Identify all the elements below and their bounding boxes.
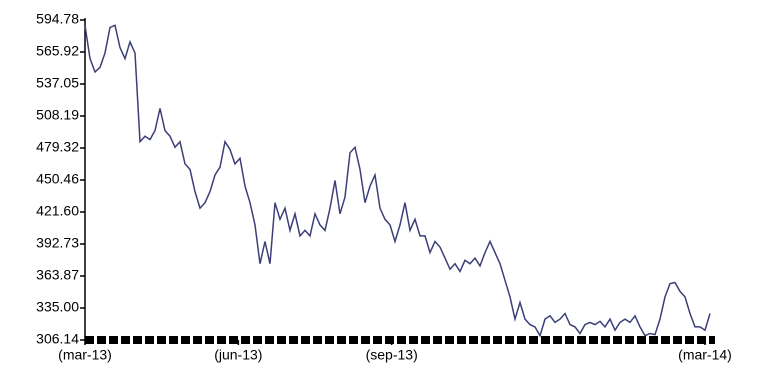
- line: [84, 24, 711, 338]
- y-tick-label: 479.32: [36, 139, 79, 155]
- x-tick-label: (mar-14): [678, 347, 732, 363]
- y-tick-label: 565.92: [36, 43, 79, 59]
- y-tick-label: 363.87: [36, 267, 79, 283]
- x-tick-label: (sep-13): [366, 347, 418, 363]
- y-tick-label: 508.19: [36, 107, 79, 123]
- y-tick-label: 421.60: [36, 203, 79, 219]
- y-tick-label: 392.73: [36, 235, 79, 251]
- y-tick-label: 537.05: [36, 75, 79, 91]
- y-tick-label: 450.46: [36, 171, 79, 187]
- x-tick-label: (jun-13): [214, 347, 262, 363]
- y-tick-label: 335.00: [36, 299, 79, 315]
- y-tick-label: 594.78: [36, 11, 79, 27]
- y-tick-label: 306.14: [36, 331, 79, 347]
- x-tick-label: (mar-13): [58, 347, 112, 363]
